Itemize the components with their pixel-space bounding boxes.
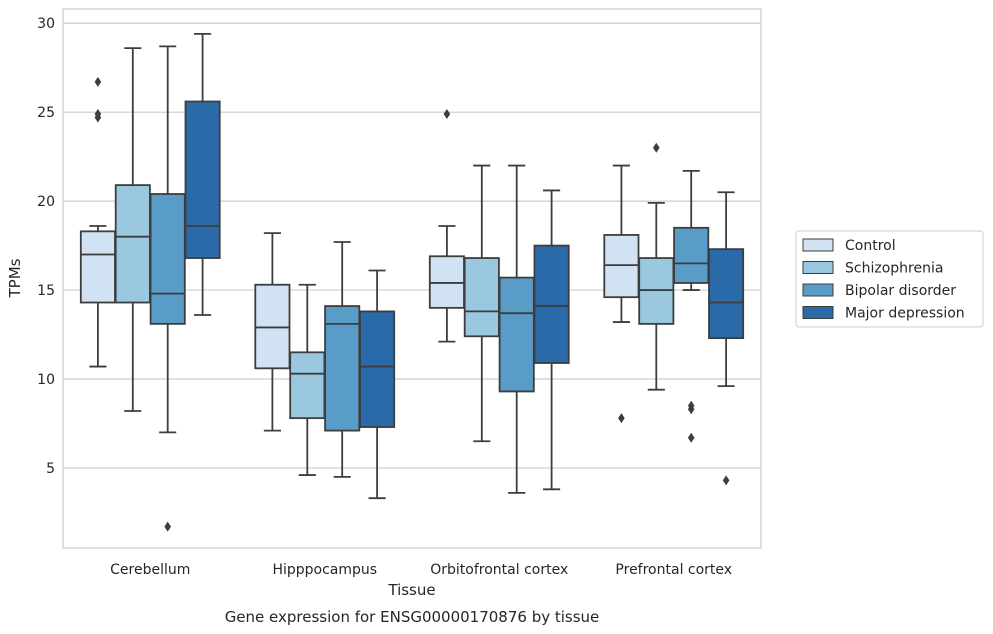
x-tick-label: Prefrontal cortex — [615, 562, 732, 578]
plot-frame — [62, 8, 762, 549]
x-tick-label: Cerebellum — [110, 562, 190, 578]
legend: Control Schizophrenia Bipolar disorder Majo… — [795, 230, 984, 328]
box — [533, 244, 570, 364]
legend-swatch — [802, 283, 834, 297]
outlier-point — [687, 432, 695, 443]
y-tick-label: 5 — [46, 461, 55, 477]
box — [359, 310, 396, 428]
boxplot — [428, 108, 465, 343]
box — [289, 351, 326, 420]
boxplot — [533, 189, 570, 491]
y-tick-label: 25 — [37, 105, 55, 121]
box — [114, 184, 151, 304]
legend-label: Schizophrenia — [845, 261, 943, 277]
box — [463, 257, 500, 338]
x-tick-label: Orbitofrontal cortex — [430, 562, 568, 578]
box — [498, 276, 535, 393]
y-tick-label: 10 — [37, 372, 55, 388]
legend-frame — [795, 230, 984, 328]
y-tick-label: 15 — [37, 283, 55, 299]
legend-label: Control — [845, 238, 896, 254]
boxplot — [254, 232, 291, 432]
boxplot — [289, 283, 326, 476]
box-group — [79, 33, 745, 532]
boxplot — [359, 269, 396, 500]
boxplot — [708, 191, 745, 486]
boxplot — [79, 76, 116, 368]
box — [673, 226, 710, 284]
boxplot — [114, 47, 151, 412]
boxplot — [498, 164, 535, 494]
boxplot — [673, 169, 710, 443]
outlier-point — [653, 142, 660, 153]
outlier-point — [687, 404, 695, 415]
outlier-point — [164, 521, 171, 532]
outlier-point — [722, 475, 730, 486]
box — [149, 193, 186, 325]
outlier-point — [618, 413, 625, 424]
outlier-point — [94, 112, 102, 123]
outlier-point — [443, 108, 451, 119]
boxplot — [638, 142, 675, 391]
y-axis-label: TPMs — [6, 258, 24, 298]
legend-label: Bipolar disorder — [845, 283, 956, 299]
box — [79, 230, 116, 304]
legend-swatch — [802, 261, 834, 274]
boxplot — [463, 164, 500, 443]
chart-caption: Gene expression for ENSG00000170876 by t… — [225, 608, 600, 626]
legend-label: Major depression — [845, 306, 965, 322]
boxplot — [603, 164, 640, 424]
boxplot — [149, 45, 186, 532]
boxplot — [184, 33, 221, 316]
y-tick-label: 20 — [37, 194, 55, 210]
outlier-point — [94, 76, 102, 87]
box — [708, 248, 745, 339]
box — [184, 100, 221, 259]
legend-swatch — [802, 306, 834, 319]
y-axis-ticks: 5 10 15 20 25 30 — [37, 16, 55, 477]
x-axis-label: Tissue — [387, 581, 435, 599]
y-tick-label: 30 — [37, 16, 55, 32]
legend-swatch — [802, 238, 834, 252]
x-axis-ticks: Cerebellum Hipppocampus Orbitofrontal cort… — [110, 562, 732, 578]
x-tick-label: Hipppocampus — [272, 562, 377, 578]
